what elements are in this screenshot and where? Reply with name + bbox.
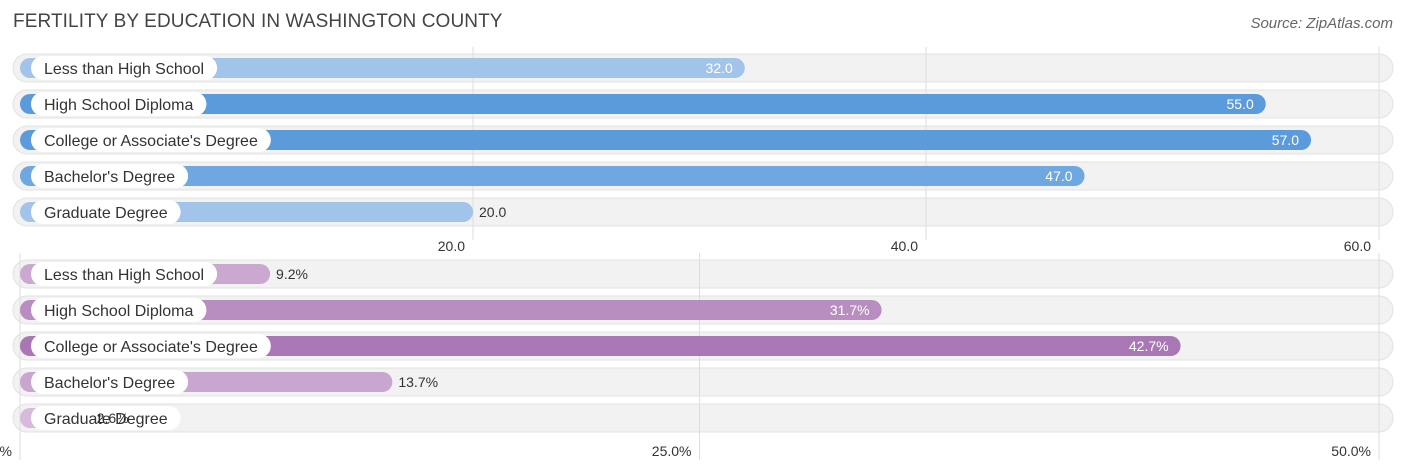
category-label-pill xyxy=(31,56,218,80)
category-label-pill xyxy=(31,262,218,286)
chart-panel-2: Less than High School 9.2% High School Dip… xyxy=(0,253,1394,460)
value-label: 31.7% xyxy=(830,302,870,318)
category-label-pill xyxy=(31,334,271,358)
value-label: 9.2% xyxy=(276,266,308,282)
category-label: College or Associate's Degree xyxy=(44,339,258,356)
bar-college-or-associate-s-degree xyxy=(20,336,1181,356)
category-label-pill xyxy=(31,164,189,188)
chart-panel-1: Less than High School 32.0 High School Dip… xyxy=(12,47,1394,254)
category-label: Graduate Degree xyxy=(44,411,168,428)
category-label: College or Associate's Degree xyxy=(44,133,258,150)
bar-bachelor-s-degree xyxy=(20,166,1085,186)
tick-label: 25.0% xyxy=(652,443,692,459)
row-background xyxy=(12,259,1394,289)
value-label: 20.0 xyxy=(479,204,506,220)
bar-high-school-diploma xyxy=(20,300,882,320)
category-label-pill xyxy=(31,406,181,430)
category-label: Bachelor's Degree xyxy=(44,375,175,392)
value-label: 57.0 xyxy=(1272,132,1299,148)
category-label: Less than High School xyxy=(44,267,204,284)
category-label-pill xyxy=(31,370,189,394)
category-label: Bachelor's Degree xyxy=(44,169,175,186)
row-background xyxy=(12,403,1394,433)
category-label: High School Diploma xyxy=(44,97,194,114)
tick-label: 20.0 xyxy=(438,238,465,254)
tick-label: 0.0% xyxy=(0,443,12,459)
value-label: 2.6% xyxy=(97,410,129,426)
tick-label: 40.0 xyxy=(891,238,918,254)
bar-college-or-associate-s-degree xyxy=(20,130,1312,150)
category-label: Graduate Degree xyxy=(44,205,168,222)
value-label: 42.7% xyxy=(1129,338,1169,354)
source-credit: Source: ZipAtlas.com xyxy=(1250,15,1393,32)
tick-label: 60.0 xyxy=(1344,238,1371,254)
value-label: 55.0 xyxy=(1227,96,1254,112)
value-label: 13.7% xyxy=(398,374,438,390)
category-label-pill xyxy=(31,128,271,152)
value-label: 47.0 xyxy=(1045,168,1072,184)
category-label-pill xyxy=(31,200,181,224)
value-label: 32.0 xyxy=(706,60,733,76)
category-label-pill xyxy=(31,92,207,116)
category-label: Less than High School xyxy=(44,61,204,78)
category-label: High School Diploma xyxy=(44,303,194,320)
bar-high-school-diploma xyxy=(20,94,1266,114)
category-label-pill xyxy=(31,298,207,322)
tick-label: 50.0% xyxy=(1331,443,1371,459)
chart-title: FERTILITY BY EDUCATION IN WASHINGTON COU… xyxy=(13,11,503,32)
